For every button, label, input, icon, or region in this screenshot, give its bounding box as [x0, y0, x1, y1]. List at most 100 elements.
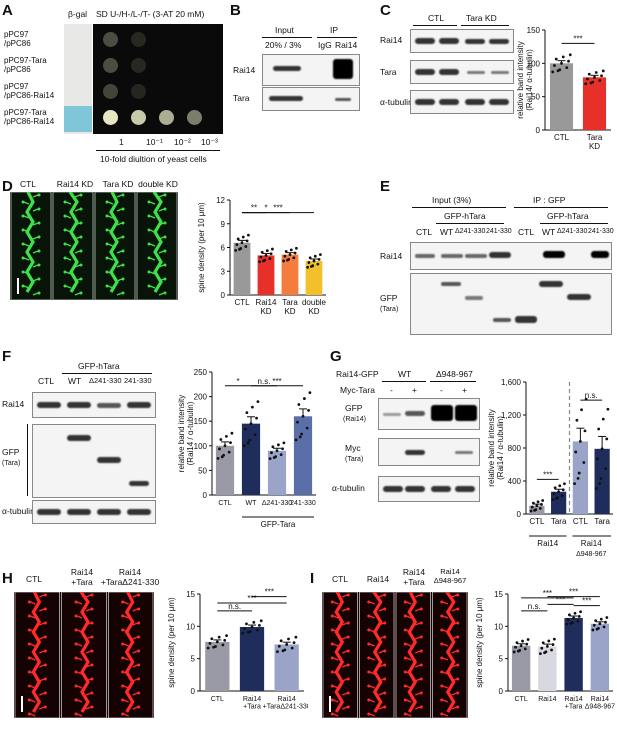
c-row-rai14: Rai14	[380, 35, 403, 45]
x-tick-label: Rai14 +Tara	[243, 696, 261, 711]
x-tick-label: 241-330	[290, 500, 316, 507]
data-point	[592, 623, 596, 627]
data-point	[282, 441, 286, 445]
data-point	[540, 646, 544, 650]
d-micrograph-4	[136, 192, 178, 300]
sig-label: ***	[265, 588, 274, 597]
group-label: GFP-Tara	[261, 520, 296, 529]
data-point	[529, 509, 533, 513]
f-lane-frag: 241-330	[124, 376, 152, 385]
data-point	[530, 505, 534, 509]
c-rule-tarakd	[461, 25, 509, 26]
data-point	[249, 422, 253, 426]
data-point	[307, 408, 310, 412]
x-tick-label: double KD	[302, 298, 327, 316]
data-point	[535, 504, 539, 508]
data-point	[604, 620, 607, 624]
f-row-gfp: GFP	[2, 447, 20, 457]
b-input-rule	[262, 37, 312, 38]
data-point	[294, 635, 298, 639]
data-point	[270, 247, 274, 251]
data-point	[221, 643, 225, 647]
data-point	[605, 437, 609, 441]
sig-label: ***	[543, 589, 552, 598]
data-point	[244, 427, 247, 431]
e-construct-input: GFP-hTara	[444, 211, 486, 221]
x-tick-label: Tara	[594, 517, 610, 526]
data-point	[525, 642, 529, 646]
data-point	[238, 248, 241, 251]
d-image-label-1: CTL	[19, 179, 37, 189]
data-point	[577, 614, 581, 618]
bar	[233, 242, 251, 295]
data-point	[313, 254, 317, 258]
data-point	[294, 438, 298, 442]
data-point	[301, 414, 305, 418]
e-input-rule	[412, 207, 506, 208]
group-label: Rai14	[537, 539, 558, 548]
chart-h: 0 5 10 15 spine density (per 10 μm) CTL Rai14 +…	[167, 588, 308, 711]
y-axis-title: spine density (per 10 μm)	[167, 597, 176, 688]
c-group-ctl: CTL	[428, 13, 445, 23]
bar	[215, 445, 235, 495]
h-image-label-2: Rai14 +Tara	[70, 567, 94, 587]
bar	[538, 646, 557, 691]
data-point	[246, 233, 250, 237]
y-axis-title: relative band intensity(Rai14 / α-tubuli…	[177, 395, 195, 472]
data-point	[243, 627, 247, 630]
d-micrograph-3	[94, 192, 136, 300]
d-image-label-4: double KD	[138, 179, 178, 189]
sig-label: n.s.	[585, 391, 598, 400]
data-point	[599, 617, 603, 621]
data-point	[206, 646, 210, 650]
b-ip-label: IP	[330, 25, 339, 35]
bar	[572, 441, 588, 514]
data-point	[265, 249, 269, 253]
y-tick-label: 5	[191, 655, 196, 664]
data-point	[575, 418, 579, 422]
data-point	[545, 644, 549, 648]
panel-label-d: D	[2, 178, 13, 195]
d-micrographs	[10, 192, 178, 300]
e-lane-frag-1: 241-330	[486, 228, 512, 235]
i-micrograph-1	[322, 592, 358, 718]
x-tick-label: CTL	[218, 500, 231, 507]
data-point	[316, 262, 320, 266]
sig-label: ***	[582, 597, 591, 606]
h-micrograph-1	[14, 592, 60, 718]
data-point	[318, 253, 322, 257]
data-point	[272, 456, 276, 460]
x-tick-label: Tara	[551, 517, 567, 526]
data-point	[269, 252, 273, 256]
data-point	[601, 69, 605, 73]
data-point	[281, 447, 284, 451]
e-row-rai14: Rai14	[380, 251, 403, 261]
y-tick-label: 250	[194, 368, 208, 377]
y-tick-label: 1,600	[501, 378, 522, 387]
data-point	[594, 619, 598, 623]
data-point	[547, 639, 551, 643]
x-tick-label: Δ241-330	[262, 500, 292, 507]
y-tick-label: 100	[194, 442, 208, 451]
data-point	[561, 488, 565, 492]
d-image-label-2: Rai14 KD	[56, 179, 94, 189]
data-point	[270, 451, 273, 455]
yeast-row-label: pPC97-Tara /pPC86	[4, 56, 47, 75]
y-tick-label: 800	[508, 444, 522, 453]
panel-label-f: F	[2, 348, 12, 365]
x-tick-label: Tara KD	[587, 133, 603, 151]
y-tick-label: 0	[499, 687, 504, 696]
data-point	[565, 66, 569, 69]
y-tick-label: 400	[508, 477, 522, 486]
g-row-tubulin: α-tubulin	[332, 483, 365, 493]
g-row-rai14: (Rai14)	[343, 416, 366, 423]
data-point	[227, 450, 231, 454]
e-lane-ctl-2: CTL	[518, 227, 535, 237]
data-point	[572, 616, 576, 620]
data-point	[583, 429, 587, 433]
g-sign-3: -	[440, 385, 443, 395]
g-row-gfp: GFP	[345, 403, 363, 413]
yeast-spot	[159, 110, 174, 125]
data-point	[606, 407, 610, 411]
bgal-blue-patch	[64, 106, 92, 132]
